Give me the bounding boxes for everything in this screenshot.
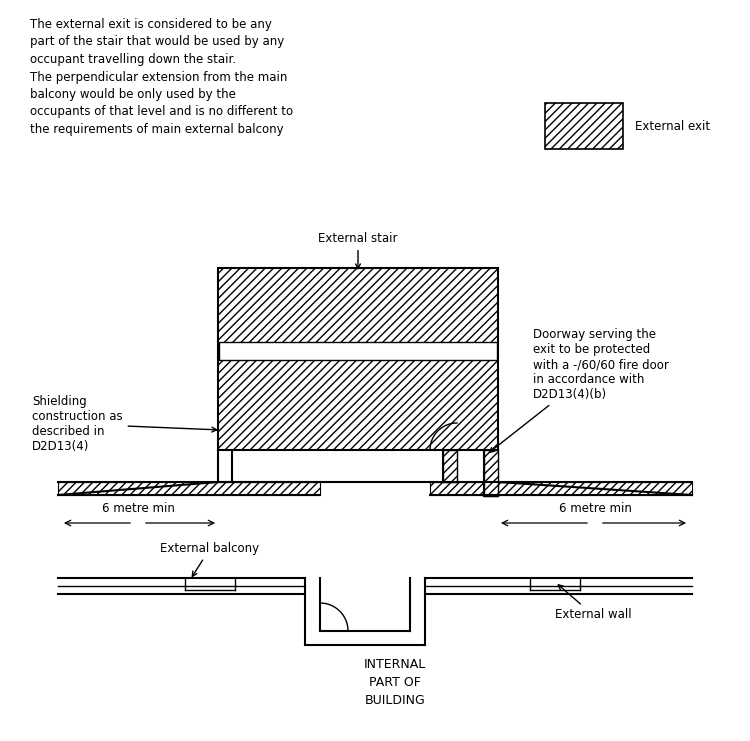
Bar [430,482,692,495]
Bar [443,450,457,482]
Text: External wall: External wall [555,585,632,622]
Bar [58,482,320,495]
Bar [545,103,623,149]
Bar [484,450,498,496]
Text: Doorway serving the
exit to be protected
with a -/60/60 fire door
in accordance : Doorway serving the exit to be protected… [490,328,669,452]
Text: External exit: External exit [635,119,710,133]
Text: External stair: External stair [318,232,398,269]
Bar [218,268,498,450]
Text: 6 metre min: 6 metre min [559,502,632,514]
Text: Shielding
construction as
described in
D2D13(4): Shielding construction as described in D… [32,395,217,453]
Text: 6 metre min: 6 metre min [101,502,175,514]
Text: INTERNAL
PART OF
BUILDING: INTERNAL PART OF BUILDING [364,659,426,708]
Text: The external exit is considered to be any
part of the stair that would be used b: The external exit is considered to be an… [30,18,293,136]
Text: External balcony: External balcony [160,542,260,576]
Bar [219,342,497,360]
